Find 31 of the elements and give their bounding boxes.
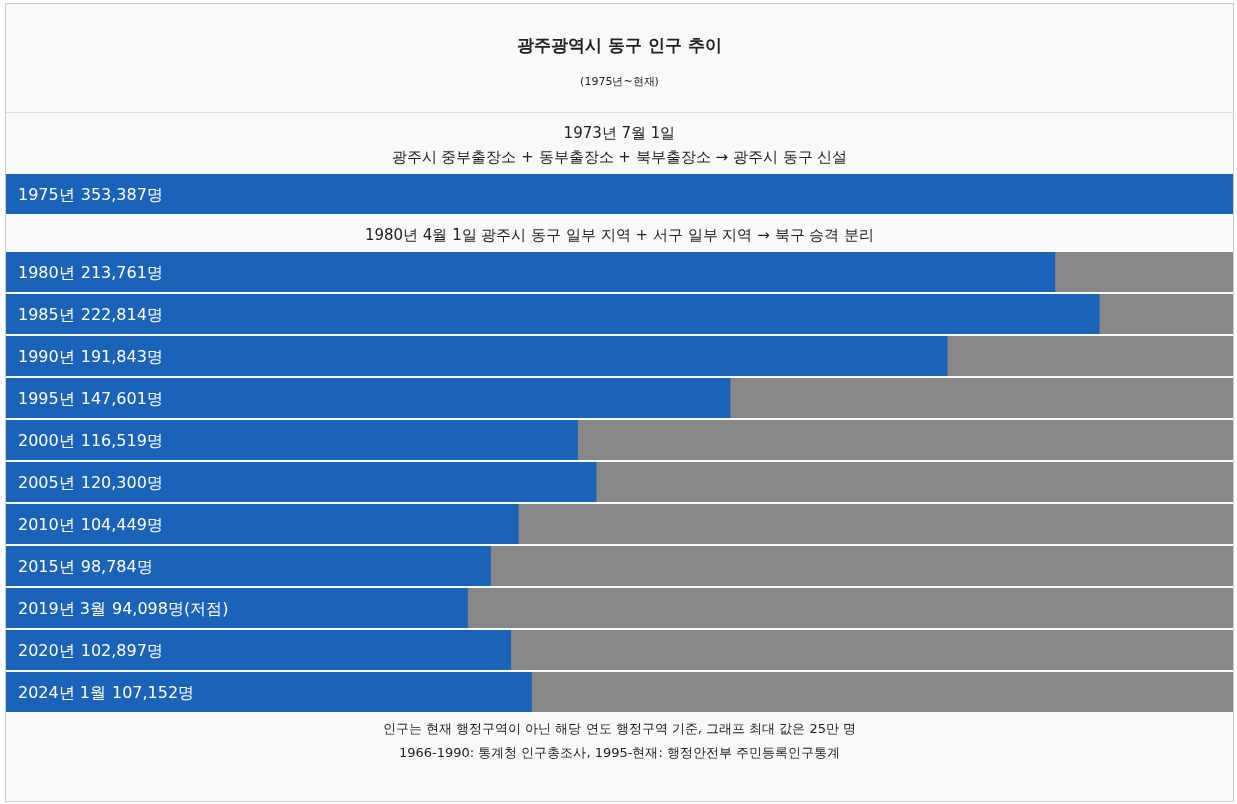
text: 1966-1990: 통계청 인구총조사, 1995-현재: 행정안전부 주민등록인구통계	[397, 744, 842, 762]
chart-subtitle: 1980년 4월 1일 광주시 동구 일부 지역 + 서구 일부 지역 → 북구 승격 분리	[363, 225, 876, 246]
data-label: 94,098명(저점)	[111, 598, 229, 618]
y-tick-label: 2010년	[18, 514, 75, 534]
data-label: 104,449명	[80, 514, 163, 534]
data-label: 147,601명	[80, 388, 163, 408]
y-tick-label: 1980년	[18, 262, 75, 282]
y-tick-label: 1985년	[18, 304, 75, 324]
y-tick-label: 1990년	[18, 346, 75, 366]
y-tick-label: 2015년	[18, 556, 75, 576]
y-tick-label: 2000년	[18, 430, 75, 450]
y-tick-label: 2019년 3월	[18, 598, 106, 618]
data-label: 107,152명	[111, 682, 195, 702]
text: 인구는 현재 행정구역이 아닌 해당 연도 행정구역 기준, 그래프 최대 값은 25만 명	[381, 720, 858, 738]
data-label: 222,814명	[80, 304, 163, 324]
text: 1973년 7월 1일	[562, 123, 677, 144]
data-label: 191,843명	[80, 346, 163, 366]
data-label: 213,761명	[80, 262, 163, 282]
data-label: 102,897명	[80, 640, 163, 660]
y-tick-label: 1995년	[18, 388, 75, 408]
data-label: 98,784명	[80, 556, 153, 576]
chart-title: 광주광역시 동구 인구 추이	[516, 34, 723, 57]
data-label: 120,300명	[80, 472, 163, 492]
chart-subtitle: (1975년~현재)	[6, 74, 1233, 113]
y-tick-label: 2024년 1월	[18, 682, 106, 702]
y-tick-label: 2005년	[18, 472, 75, 492]
annotation: 광주시 중부출장소 + 동부출장소 + 북부출장소 → 광주시 동구 신설	[390, 147, 849, 168]
y-tick-label: 2020년	[18, 640, 75, 660]
data-label: 353,387명	[80, 184, 163, 204]
y-tick-label: 1975년	[18, 184, 75, 204]
data-label: 116,519명	[80, 430, 163, 450]
